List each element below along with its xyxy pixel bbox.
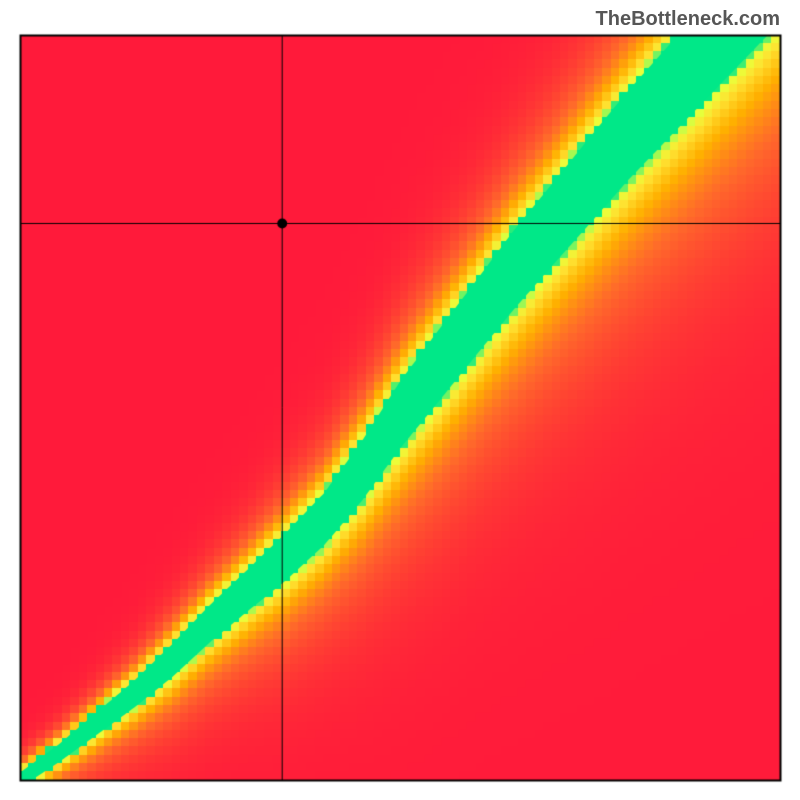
watermark-text: TheBottleneck.com [596,8,780,31]
chart-container: TheBottleneck.com [0,0,800,800]
heatmap-canvas [0,0,800,800]
